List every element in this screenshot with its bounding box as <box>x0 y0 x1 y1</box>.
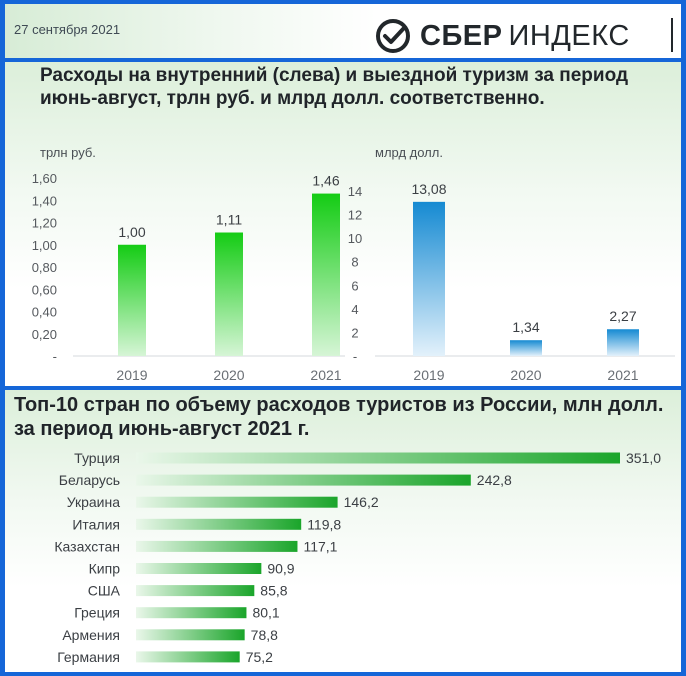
country-label: Греция <box>74 605 120 621</box>
bar-value-label: 78,8 <box>251 627 278 643</box>
country-label: Беларусь <box>59 472 120 488</box>
bar-2020 <box>215 232 243 356</box>
y-tick-label: 0,60 <box>32 282 57 297</box>
y-tick-label: - <box>53 349 57 364</box>
bar-2019 <box>413 201 445 356</box>
bar-2021 <box>607 329 639 356</box>
y-axis-label: млрд долл. <box>375 145 443 160</box>
bar-value-label: 2,27 <box>609 308 636 324</box>
bar-value-label: 80,1 <box>252 605 279 621</box>
bar-value-label: 1,11 <box>216 212 242 228</box>
bar-value-label: 90,9 <box>267 561 294 577</box>
country-label: Германия <box>57 649 120 665</box>
top-countries-panel: Топ-10 стран по объему расходов туристов… <box>5 390 681 672</box>
country-label: Армения <box>62 627 120 643</box>
tourism-spending-panel: Расходы на внутренний (слева) и выездной… <box>5 62 681 386</box>
x-tick-label: 2021 <box>607 367 638 383</box>
y-tick-label: 1,20 <box>32 216 57 231</box>
logo-divider <box>671 18 673 52</box>
bar-Армения <box>136 629 245 641</box>
logo-word-index: ИНДЕКС <box>508 19 630 52</box>
bar-value-label: 1,34 <box>512 319 539 335</box>
bar-Беларусь <box>136 474 471 486</box>
bar-value-label: 117,1 <box>303 538 337 554</box>
bar-2020 <box>510 340 542 356</box>
country-label: Украина <box>67 494 121 510</box>
sber-logo-icon <box>376 19 410 53</box>
bar-value-label: 1,46 <box>312 173 339 189</box>
bar-2019 <box>118 244 146 356</box>
y-tick-label: 6 <box>351 278 358 293</box>
bar-value-label: 85,8 <box>260 583 287 599</box>
bar-2021 <box>312 193 340 356</box>
country-label: Кипр <box>89 561 121 577</box>
bar-Италия <box>136 518 302 530</box>
bar-value-label: 75,2 <box>246 649 273 665</box>
y-tick-label: 0,80 <box>32 260 57 275</box>
y-tick-label: - <box>353 349 357 364</box>
country-label: США <box>88 583 121 599</box>
bottom-panel-title: Топ-10 стран по объему расходов туристов… <box>14 394 664 440</box>
top-panel-title: Расходы на внутренний (слева) и выездной… <box>40 65 628 109</box>
x-tick-label: 2020 <box>510 367 541 383</box>
x-tick-label: 2019 <box>413 367 444 383</box>
y-axis-label: трлн руб. <box>40 145 96 160</box>
bar-value-label: 1,00 <box>118 224 145 240</box>
y-tick-label: 4 <box>351 302 358 317</box>
x-tick-label: 2021 <box>310 367 341 383</box>
country-label: Турция <box>74 450 120 466</box>
y-tick-label: 1,60 <box>32 171 57 186</box>
x-tick-label: 2020 <box>213 367 244 383</box>
y-tick-label: 1,40 <box>32 193 57 208</box>
y-tick-label: 10 <box>348 231 362 246</box>
y-tick-label: 8 <box>351 255 358 270</box>
tourism-spending-charts: трлн руб. - 0,20 0,40 0,60 0,80 1,00 1,20 1,40 1,… <box>32 145 675 383</box>
bar-value-label: 242,8 <box>477 472 512 488</box>
y-tick-label: 12 <box>348 208 362 223</box>
y-tick-label: 2 <box>351 325 358 340</box>
y-tick-label: 0,20 <box>32 327 57 342</box>
bar-США <box>136 585 255 597</box>
bar-Украина <box>136 496 338 508</box>
y-tick-label: 1,00 <box>32 238 57 253</box>
bar-Кипр <box>136 563 262 574</box>
country-label: Казахстан <box>54 538 120 554</box>
country-label: Италия <box>72 516 120 532</box>
bar-value-label: 351,0 <box>626 450 661 466</box>
y-tick-label: 0,40 <box>32 305 57 320</box>
sber-index-logo: СБЕР ИНДЕКС <box>375 14 630 58</box>
bar-Казахстан <box>136 540 298 552</box>
bar-Германия <box>136 651 240 663</box>
report-date: 27 сентября 2021 <box>14 22 121 37</box>
bar-value-label: 119,8 <box>307 516 341 532</box>
bar-Греция <box>136 607 247 619</box>
bar-value-label: 13,08 <box>411 181 446 197</box>
y-tick-label: 14 <box>348 184 362 199</box>
bar-value-label: 146,2 <box>344 494 379 510</box>
top-countries-chart: Турция 351,0 Беларусь 242,8 Украина 146,2 Итал… <box>54 450 661 665</box>
header-bar: 27 сентября 2021 СБЕР ИНДЕКС <box>5 4 681 58</box>
bar-Турция <box>136 452 620 464</box>
x-tick-label: 2019 <box>116 367 147 383</box>
logo-word-sber: СБЕР <box>420 19 503 52</box>
